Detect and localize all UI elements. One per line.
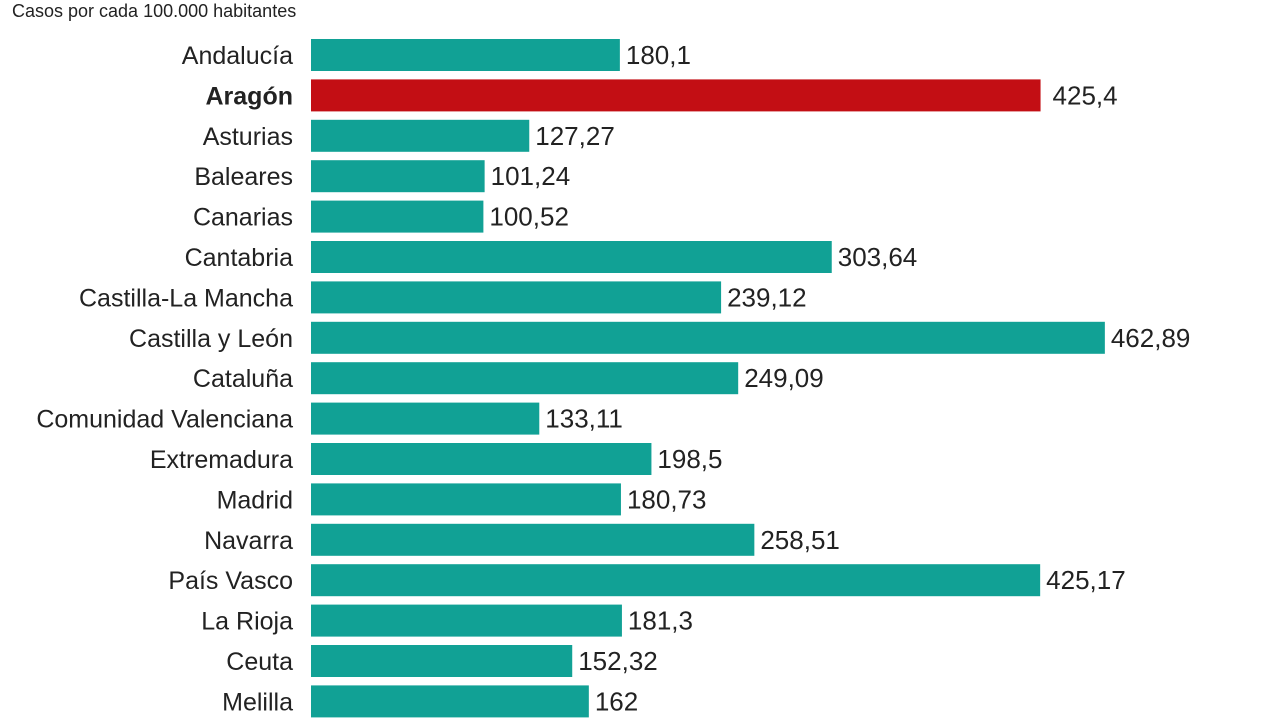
value-label: 133,11 bbox=[545, 404, 623, 434]
value-label: 258,51 bbox=[760, 525, 840, 555]
value-label: 303,64 bbox=[838, 242, 918, 272]
value-label: 181,3 bbox=[628, 606, 693, 636]
value-label: 100,52 bbox=[489, 202, 569, 232]
bar bbox=[311, 362, 739, 395]
value-label: 462,89 bbox=[1111, 323, 1191, 353]
bar bbox=[311, 483, 621, 516]
bar bbox=[311, 645, 573, 677]
bar bbox=[311, 200, 484, 233]
bar bbox=[311, 523, 755, 556]
category-label: Aragón bbox=[206, 82, 294, 110]
category-label: Ceuta bbox=[226, 648, 293, 676]
value-label: 425,4 bbox=[1053, 80, 1118, 110]
bar bbox=[311, 241, 832, 273]
category-label: Madrid bbox=[217, 486, 293, 514]
category-label: País Vasco bbox=[168, 567, 293, 595]
bar bbox=[311, 443, 652, 475]
category-label: Canarias bbox=[193, 204, 293, 232]
value-label: 239,12 bbox=[727, 282, 807, 312]
category-label: Baleares bbox=[194, 163, 293, 191]
category-label: Castilla-La Mancha bbox=[79, 284, 293, 312]
category-label: Extremadura bbox=[150, 446, 293, 474]
category-label: Comunidad Valenciana bbox=[36, 406, 293, 434]
category-label: Castilla y León bbox=[129, 325, 293, 353]
bar bbox=[311, 160, 485, 193]
category-label: Cantabria bbox=[185, 244, 293, 272]
bar bbox=[311, 39, 620, 71]
bar bbox=[311, 79, 1041, 112]
chart-subtitle: Casos por cada 100.000 habitantes bbox=[12, 1, 297, 21]
category-label: Melilla bbox=[222, 688, 293, 716]
bar bbox=[311, 321, 1105, 354]
category-label: Navarra bbox=[204, 527, 293, 555]
category-label: La Rioja bbox=[201, 608, 293, 636]
bar bbox=[311, 281, 722, 314]
category-label: Cataluña bbox=[193, 365, 293, 393]
value-label: 101,24 bbox=[491, 161, 571, 191]
bar bbox=[311, 564, 1041, 597]
value-label: 198,5 bbox=[657, 444, 722, 474]
category-label: Asturias bbox=[203, 123, 293, 151]
value-label: 249,09 bbox=[744, 363, 824, 393]
value-label: 180,1 bbox=[626, 40, 691, 70]
category-label: Andalucía bbox=[182, 42, 293, 70]
bar bbox=[311, 402, 540, 435]
value-label: 162 bbox=[595, 686, 638, 716]
value-label: 127,27 bbox=[535, 121, 615, 151]
bar bbox=[311, 685, 589, 718]
bar bbox=[311, 119, 530, 152]
bar bbox=[311, 604, 622, 637]
value-label: 425,17 bbox=[1046, 565, 1126, 595]
value-label: 180,73 bbox=[627, 484, 707, 514]
value-label: 152,32 bbox=[578, 646, 658, 676]
